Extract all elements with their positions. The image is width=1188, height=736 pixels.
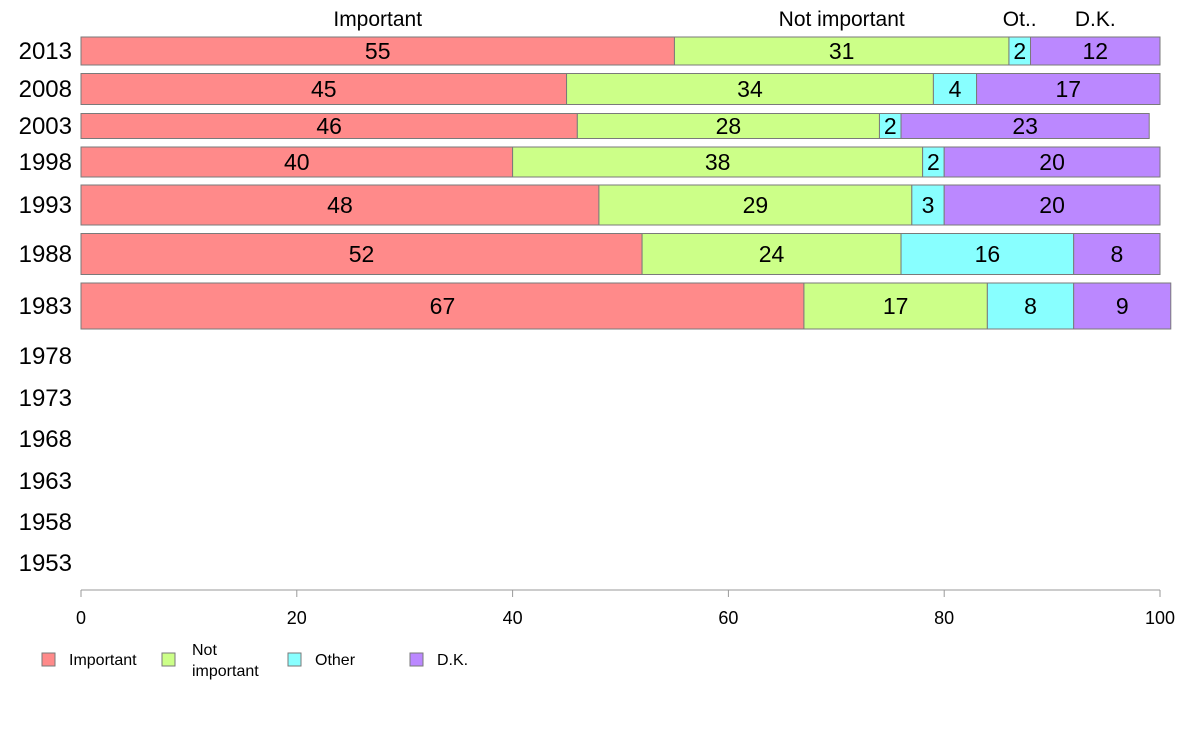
bar-value-label: 67 [430,293,456,319]
series-header-label: Important [333,8,422,31]
bar-segment-d-k- [1073,233,1161,275]
bar-segment-not-important [803,282,988,330]
bar-value-label: 40 [284,149,310,175]
bar-value-label: 17 [1055,76,1081,102]
bar-segment-d-k- [1030,36,1161,66]
bar-segment-d-k- [1073,282,1172,330]
x-axis: 0 20 40 60 80 100 [76,589,1175,628]
bar-value-label: 2 [927,149,940,175]
legend-label: Other [315,652,356,669]
y-tick-label: 1978 [19,343,72,370]
bar-value-label: 34 [737,76,763,102]
y-tick-label: 2013 [19,38,72,65]
bar-value-label: 38 [705,149,731,175]
bar-value-label: 4 [949,76,962,102]
bar-value-label: 2 [1013,38,1026,64]
bar-segment-not-important [598,184,913,226]
bar-segment-d-k- [900,113,1150,139]
bar-segment-not-important [576,113,880,139]
y-tick-label: 1953 [19,550,72,577]
bar-value-label: 9 [1116,293,1129,319]
y-tick-label: 1998 [19,149,72,176]
bar-segment-d-k- [976,73,1161,105]
bar-value-label: 45 [311,76,337,102]
legend: Important Not important Other D.K. [41,642,468,680]
y-axis-labels: 2013 2008 2003 1998 1993 1988 1983 1978 1973 1968… [19,38,72,577]
bar-value-label: 23 [1012,113,1038,139]
bar-value-label: 12 [1082,38,1108,64]
bar-segment-important [80,233,643,275]
bar-segment-important [80,184,600,226]
y-tick-label: 1973 [19,385,72,412]
y-tick-label: 1968 [19,426,72,453]
legend-swatch [287,652,302,667]
x-tick-label: 100 [1145,608,1175,628]
x-tick-label: 80 [934,608,954,628]
bar-value-label: 29 [743,192,769,218]
bar-segment-other [932,73,978,105]
bar-segment-not-important [512,146,924,178]
bar-segment-important [80,36,675,66]
y-tick-label: 2008 [19,76,72,103]
x-tick-label: 20 [287,608,307,628]
bar-value-label: 46 [316,113,342,139]
legend-label: D.K. [437,652,468,669]
bar-value-label: 31 [829,38,855,64]
bar-value-label: 20 [1039,149,1065,175]
y-tick-label: 1988 [19,241,72,268]
bar-value-label: 48 [327,192,353,218]
y-tick-label: 1983 [19,293,72,320]
bar-value-label: 3 [922,192,935,218]
bar-segment-important [80,282,805,330]
bar-value-label: 20 [1039,192,1065,218]
bar-value-label: 28 [716,113,742,139]
legend-label: Not important [192,642,259,680]
bar-value-label: 24 [759,241,785,267]
x-tick-label: 40 [503,608,523,628]
bars: 55 31 2 12 45 34 4 17 46 28 2 23 40 38 2 20 48 29 3 20 52 24 1… [80,36,1172,330]
bar-segment-not-important [673,36,1010,66]
bar-segment-not-important [641,233,902,275]
x-tick-label: 0 [76,608,86,628]
bar-segment-important [80,113,578,139]
series-header-label: Ot.. [1003,8,1037,31]
legend-swatch [41,652,56,667]
y-tick-label: 1993 [19,192,72,219]
bar-segment-other [986,282,1075,330]
series-header-labels: Important Not important Ot.. D.K. [333,8,1115,31]
bar-segment-other [911,184,945,226]
bar-segment-important [80,146,514,178]
y-tick-label: 2003 [19,113,72,140]
bar-segment-d-k- [943,184,1161,226]
bar-value-label: 52 [349,241,375,267]
legend-swatch [409,652,424,667]
bar-value-label: 55 [365,38,391,64]
legend-label: Important [69,652,137,669]
x-tick-label: 60 [718,608,738,628]
bar-value-label: 16 [975,241,1001,267]
bar-value-label: 17 [883,293,909,319]
y-tick-label: 1963 [19,468,72,495]
bar-value-label: 2 [884,113,897,139]
series-header-label: Not important [779,8,905,31]
bar-segment-not-important [566,73,934,105]
y-tick-label: 1958 [19,509,72,536]
bar-segment-important [80,73,568,105]
bar-value-label: 8 [1024,293,1037,319]
bar-segment-d-k- [943,146,1161,178]
bar-value-label: 8 [1110,241,1123,267]
legend-swatch [161,652,176,667]
series-header-label: D.K. [1075,8,1116,31]
